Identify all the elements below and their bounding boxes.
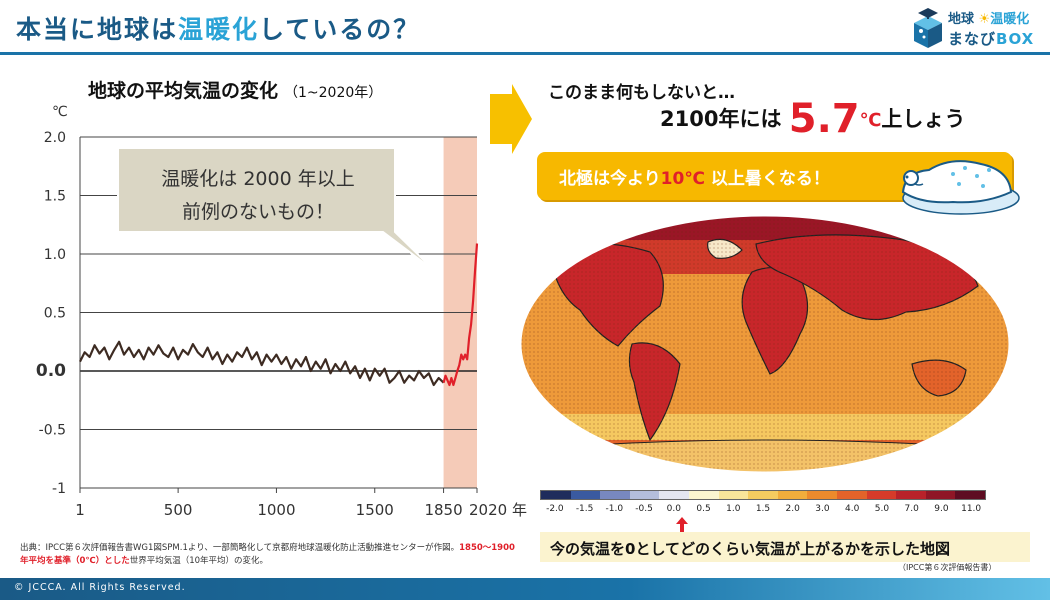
color-scale-swatch	[955, 491, 985, 499]
color-scale-swatch	[836, 491, 867, 499]
callout-bubble: 温暖化は 2000 年以上 前例のないもの！	[117, 147, 437, 273]
temperature-line-chart: -1-0.50.00.51.01.52.01 500 1000 1500 1850 202…	[36, 130, 527, 519]
x-tick-label: 1850	[424, 501, 462, 519]
chart-series	[79, 243, 479, 387]
logo: 地球 ☀温暖化 まなびBOX	[912, 6, 1044, 52]
y-tick-label: 2.0	[44, 130, 66, 146]
callout-line-1: 温暖化は 2000 年以上	[161, 168, 354, 190]
right-arrow-icon	[490, 84, 532, 154]
color-scale-swatch	[748, 491, 778, 499]
footer-copyright: © JCCCA. All Rights Reserved.	[14, 582, 186, 593]
projection-line-2: 2100年には 5.7℃上しょう	[660, 96, 966, 142]
color-scale-swatch	[925, 491, 956, 499]
color-scale-swatch	[866, 491, 897, 499]
color-scale-swatch	[600, 491, 630, 499]
color-scale-label: 3.0	[815, 504, 830, 514]
logo-text-box: BOX	[996, 30, 1035, 48]
projection-value: 5.7	[788, 96, 860, 142]
footer: © JCCCA. All Rights Reserved.	[0, 578, 1050, 600]
chart-title: 地球の平均気温の変化 （1~2020年）	[88, 80, 383, 102]
color-scale-swatch	[688, 491, 719, 499]
color-scale-swatch	[541, 491, 571, 499]
color-scale-swatch	[570, 491, 601, 499]
color-scale-label: 1.5	[755, 504, 771, 514]
source-note: 出典：IPCC第６次評価報告書WG1図SPM.1より、一部簡略化して京都府地球温…	[20, 543, 515, 566]
color-scale-label: 7.0	[904, 504, 919, 514]
y-tick-label: 1.5	[44, 189, 66, 205]
map-credit: （IPCC第６次評価報告書）	[898, 563, 997, 572]
series-line-1	[442, 243, 479, 387]
y-tick-label: -0.5	[39, 423, 66, 439]
logo-cube-icon	[914, 8, 942, 48]
y-tick-label: -1	[52, 481, 66, 497]
color-scale-label: 5.0	[874, 504, 890, 514]
series-line-0	[79, 340, 445, 387]
color-scale-bar	[540, 490, 986, 500]
polar-bear-icon	[901, 160, 1020, 215]
color-scale-label: -1.5	[575, 504, 594, 514]
color-scale-labels: -2.0 -1.5 -1.0 -0.5 0.0 0.5 1.0 1.5 2.0 3.0 4.0 5.0…	[540, 504, 986, 518]
color-scale-swatch	[807, 491, 837, 499]
color-scale-swatch	[718, 491, 749, 499]
color-scale-swatch	[777, 491, 808, 499]
logo-text-manabi: まなび	[948, 30, 997, 48]
color-scale-label: -2.0	[546, 504, 564, 514]
color-scale-label: 2.0	[785, 504, 800, 514]
map-caption-box: 今の気温を0としてどのくらい気温が上がるかを示した地図	[540, 532, 1030, 562]
color-scale-label: -0.5	[635, 504, 653, 514]
sun-icon: ☀	[974, 12, 991, 27]
map-caption: 今の気温を0としてどのくらい気温が上がるかを示した地図	[550, 540, 950, 558]
color-scale-label: 0.0	[666, 504, 681, 514]
title-rule	[0, 52, 1050, 55]
page-title: 本当に地球は温暖化しているの？	[16, 15, 421, 44]
zero-marker-arrow-icon	[676, 517, 688, 533]
color-scale-label: 4.0	[845, 504, 860, 514]
y-axis-unit: ℃	[52, 104, 68, 120]
y-tick-label: 1.0	[44, 247, 66, 263]
color-scale-label: 9.0	[934, 504, 949, 514]
x-tick-label: 1500	[356, 501, 394, 519]
title-bar: 本当に地球は温暖化しているの？ 地球 ☀温暖化 まなびBOX	[0, 0, 1050, 58]
color-scale-swatch	[896, 491, 926, 499]
map-globe	[521, 216, 1009, 472]
color-scale-swatch	[629, 491, 660, 499]
x-tick-label: 2020 年	[469, 501, 527, 519]
color-scale-label: 1.0	[726, 504, 741, 514]
logo-text-earth: 地球	[948, 12, 975, 27]
callout-shape	[117, 147, 437, 273]
x-tick-label: 1	[75, 501, 85, 519]
color-scale-label: 0.5	[696, 504, 711, 514]
callout-line-2: 前例のないもの！	[182, 201, 334, 223]
y-tick-label: 0.5	[44, 306, 66, 322]
color-scale-label: 11.0	[961, 504, 982, 514]
color-scale-swatch	[659, 491, 689, 499]
logo-text-warming: 温暖化	[990, 12, 1030, 27]
world-warming-map	[520, 215, 1010, 473]
projection-line-1: このまま何もしないと…	[548, 83, 735, 103]
x-tick-label: 1000	[257, 501, 295, 519]
y-tick-label: 0.0	[36, 361, 66, 381]
chart-subtitle: （1~2020年）	[284, 85, 383, 101]
x-tick-label: 500	[164, 501, 193, 519]
color-scale-label: -1.0	[605, 504, 624, 514]
